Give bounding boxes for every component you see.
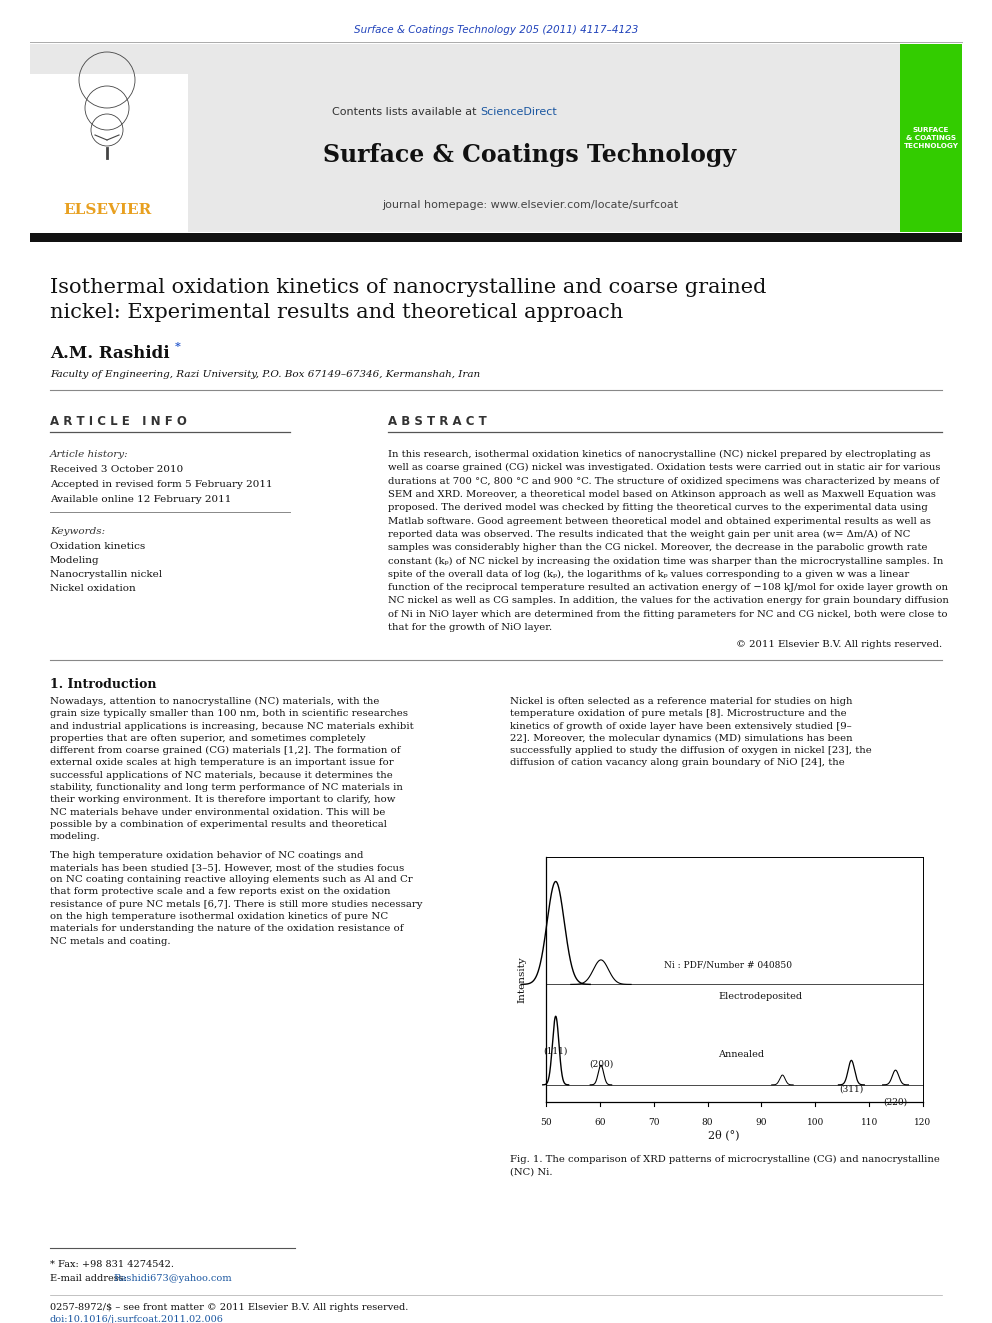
Text: modeling.: modeling. [50,832,101,841]
Text: ELSEVIER: ELSEVIER [62,202,151,217]
Text: Rashidi673@yahoo.com: Rashidi673@yahoo.com [113,1274,231,1283]
Text: reported data was observed. The results indicated that the weight gain per unit : reported data was observed. The results … [388,529,911,538]
Text: Nanocrystallin nickel: Nanocrystallin nickel [50,570,162,579]
Text: temperature oxidation of pure metals [8]. Microstructure and the: temperature oxidation of pure metals [8]… [510,709,846,718]
Text: resistance of pure NC metals [6,7]. There is still more studies necessary: resistance of pure NC metals [6,7]. Ther… [50,900,423,909]
Text: grain size typically smaller than 100 nm, both in scientific researches: grain size typically smaller than 100 nm… [50,709,408,718]
Text: © 2011 Elsevier B.V. All rights reserved.: © 2011 Elsevier B.V. All rights reserved… [736,640,942,650]
Text: Surface & Coatings Technology 205 (2011) 4117–4123: Surface & Coatings Technology 205 (2011)… [354,25,638,34]
Text: journal homepage: www.elsevier.com/locate/surfcoat: journal homepage: www.elsevier.com/locat… [382,200,679,210]
Text: 70: 70 [648,1118,660,1127]
Text: spite of the overall data of log (kₚ), the logarithms of kₚ values corresponding: spite of the overall data of log (kₚ), t… [388,570,910,579]
Text: their working environment. It is therefore important to clarify, how: their working environment. It is therefo… [50,795,396,804]
Text: successful applications of NC materials, because it determines the: successful applications of NC materials,… [50,771,393,779]
Text: (111): (111) [544,1046,567,1056]
Text: and industrial applications is increasing, because NC materials exhibit: and industrial applications is increasin… [50,721,414,730]
Text: A R T I C L E   I N F O: A R T I C L E I N F O [50,415,186,429]
Text: (NC) Ni.: (NC) Ni. [510,1168,553,1177]
Bar [30,74,188,232]
Text: The high temperature oxidation behavior of NC coatings and: The high temperature oxidation behavior … [50,851,363,860]
Text: SEM and XRD. Moreover, a theoretical model based on Atkinson approach as well as: SEM and XRD. Moreover, a theoretical mod… [388,490,935,499]
Text: constant (kₚ) of NC nickel by increasing the oxidation time was sharper than the: constant (kₚ) of NC nickel by increasing… [388,557,943,565]
Text: possible by a combination of experimental results and theoretical: possible by a combination of experimenta… [50,820,387,830]
Text: Oxidation kinetics: Oxidation kinetics [50,542,145,550]
Text: Intensity: Intensity [518,957,527,1003]
Text: that for the growth of NiO layer.: that for the growth of NiO layer. [388,623,553,632]
Text: Accepted in revised form 5 February 2011: Accepted in revised form 5 February 2011 [50,480,273,490]
Text: nickel: Experimental results and theoretical approach: nickel: Experimental results and theoret… [50,303,623,321]
Text: (220): (220) [884,1098,908,1107]
Text: Matlab software. Good agreement between theoretical model and obtained experimen: Matlab software. Good agreement between … [388,516,930,525]
Text: 90: 90 [756,1118,767,1127]
Text: 120: 120 [915,1118,931,1127]
Text: Nickel is often selected as a reference material for studies on high: Nickel is often selected as a reference … [510,697,852,706]
Text: materials has been studied [3–5]. However, most of the studies focus: materials has been studied [3–5]. Howeve… [50,863,405,872]
Bar [900,44,962,232]
Text: ScienceDirect: ScienceDirect [480,107,557,116]
Text: doi:10.1016/j.surfcoat.2011.02.006: doi:10.1016/j.surfcoat.2011.02.006 [50,1315,224,1323]
Text: on NC coating containing reactive alloying elements such as Al and Cr: on NC coating containing reactive alloyi… [50,876,413,884]
Text: Received 3 October 2010: Received 3 October 2010 [50,464,184,474]
Text: samples was considerably higher than the CG nickel. Moreover, the decrease in th: samples was considerably higher than the… [388,544,928,552]
Text: Fig. 1. The comparison of XRD patterns of microcrystalline (CG) and nanocrystall: Fig. 1. The comparison of XRD patterns o… [510,1155,939,1164]
Bar [30,233,962,242]
Text: proposed. The derived model was checked by fitting the theoretical curves to the: proposed. The derived model was checked … [388,503,928,512]
Text: (311): (311) [839,1085,863,1094]
Text: 0257-8972/$ – see front matter © 2011 Elsevier B.V. All rights reserved.: 0257-8972/$ – see front matter © 2011 El… [50,1303,409,1312]
Text: A B S T R A C T: A B S T R A C T [388,415,487,429]
Text: 22]. Moreover, the molecular dynamics (MD) simulations has been: 22]. Moreover, the molecular dynamics (M… [510,734,853,744]
Text: Ni : PDF/Number # 040850: Ni : PDF/Number # 040850 [665,960,793,968]
Text: 110: 110 [860,1118,878,1127]
Bar [30,44,900,232]
Text: SURFACE
& COATINGS
TECHNOLOGY: SURFACE & COATINGS TECHNOLOGY [904,127,958,149]
Text: of Ni in NiO layer which are determined from the fitting parameters for NC and C: of Ni in NiO layer which are determined … [388,610,947,619]
Text: function of the reciprocal temperature resulted an activation energy of −108 kJ/: function of the reciprocal temperature r… [388,583,948,591]
Text: Electrodeposited: Electrodeposited [718,992,803,1002]
Text: that form protective scale and a few reports exist on the oxidation: that form protective scale and a few rep… [50,888,391,897]
Text: 50: 50 [541,1118,552,1127]
Text: E-mail address:: E-mail address: [50,1274,130,1283]
Text: successfully applied to study the diffusion of oxygen in nickel [23], the: successfully applied to study the diffus… [510,746,872,755]
Text: on the high temperature isothermal oxidation kinetics of pure NC: on the high temperature isothermal oxida… [50,912,388,921]
Text: Annealed: Annealed [718,1050,765,1058]
Text: (200): (200) [589,1060,613,1069]
Text: Modeling: Modeling [50,556,99,565]
Text: durations at 700 °C, 800 °C and 900 °C. The structure of oxidized specimens was : durations at 700 °C, 800 °C and 900 °C. … [388,476,939,486]
Text: A.M. Rashidi: A.M. Rashidi [50,345,176,363]
Text: stability, functionality and long term performance of NC materials in: stability, functionality and long term p… [50,783,403,792]
Text: Surface & Coatings Technology: Surface & Coatings Technology [323,143,737,167]
Text: 1. Introduction: 1. Introduction [50,677,157,691]
Text: Keywords:: Keywords: [50,527,105,536]
Text: properties that are often superior, and sometimes completely: properties that are often superior, and … [50,734,366,744]
Text: well as coarse grained (CG) nickel was investigated. Oxidation tests were carrie: well as coarse grained (CG) nickel was i… [388,463,940,472]
Text: Isothermal oxidation kinetics of nanocrystalline and coarse grained: Isothermal oxidation kinetics of nanocry… [50,278,767,296]
Text: 100: 100 [806,1118,824,1127]
Text: Available online 12 February 2011: Available online 12 February 2011 [50,495,231,504]
Text: Nickel oxidation: Nickel oxidation [50,583,136,593]
Text: 80: 80 [701,1118,713,1127]
Text: 2θ (°): 2θ (°) [708,1130,740,1140]
Text: NC metals and coating.: NC metals and coating. [50,937,171,946]
Text: Faculty of Engineering, Razi University, P.O. Box 67149–67346, Kermanshah, Iran: Faculty of Engineering, Razi University,… [50,370,480,378]
Text: Contents lists available at: Contents lists available at [332,107,480,116]
Text: NC materials behave under environmental oxidation. This will be: NC materials behave under environmental … [50,808,385,816]
Text: * Fax: +98 831 4274542.: * Fax: +98 831 4274542. [50,1259,174,1269]
Text: different from coarse grained (CG) materials [1,2]. The formation of: different from coarse grained (CG) mater… [50,746,401,755]
Text: NC nickel as well as CG samples. In addition, the values for the activation ener: NC nickel as well as CG samples. In addi… [388,597,949,606]
Text: diffusion of cation vacancy along grain boundary of NiO [24], the: diffusion of cation vacancy along grain … [510,758,845,767]
Text: materials for understanding the nature of the oxidation resistance of: materials for understanding the nature o… [50,925,404,934]
Text: Article history:: Article history: [50,450,129,459]
Text: Nowadays, attention to nanocrystalline (NC) materials, with the: Nowadays, attention to nanocrystalline (… [50,697,379,706]
Text: external oxide scales at high temperature is an important issue for: external oxide scales at high temperatur… [50,758,394,767]
Text: 60: 60 [594,1118,605,1127]
Text: kinetics of growth of oxide layer have been extensively studied [9–: kinetics of growth of oxide layer have b… [510,721,852,730]
Text: In this research, isothermal oxidation kinetics of nanocrystalline (NC) nickel p: In this research, isothermal oxidation k… [388,450,930,459]
Text: *: * [175,341,181,352]
